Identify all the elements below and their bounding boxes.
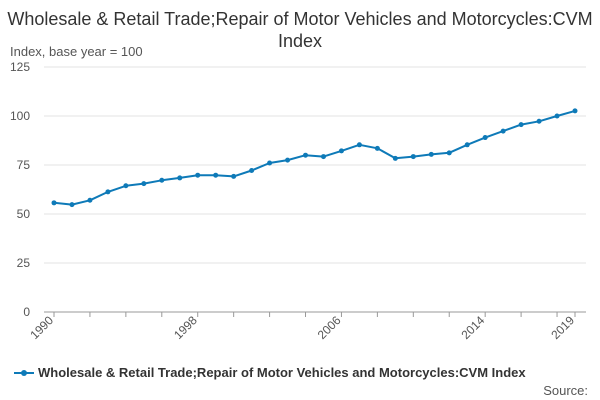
data-point[interactable]	[518, 122, 524, 128]
data-point[interactable]	[410, 154, 416, 160]
data-point[interactable]	[249, 167, 255, 173]
data-point[interactable]	[213, 172, 219, 178]
y-tick-label: 25	[17, 256, 31, 270]
x-tick-label: 1998	[171, 313, 200, 342]
x-ticks: 1990 1998 2006 2014 2019	[27, 312, 577, 342]
y-tick-labels: 0 25 50 75 100 125	[10, 60, 30, 319]
data-point[interactable]	[428, 151, 434, 157]
series-line	[53, 109, 576, 206]
data-point[interactable]	[392, 155, 398, 161]
data-point[interactable]	[356, 142, 362, 148]
data-point[interactable]	[51, 200, 57, 206]
data-point[interactable]	[69, 202, 75, 208]
chart-title: Wholesale & Retail Trade;Repair of Motor…	[7, 9, 593, 51]
data-point[interactable]	[123, 183, 129, 189]
y-tick-label: 125	[10, 60, 30, 74]
data-point[interactable]	[338, 148, 344, 154]
data-point[interactable]	[500, 128, 506, 134]
data-point[interactable]	[141, 181, 147, 187]
data-point[interactable]	[320, 154, 326, 160]
data-point[interactable]	[177, 175, 183, 181]
y-tick-label: 50	[17, 207, 31, 221]
x-tick-label: 2019	[548, 313, 577, 342]
data-point[interactable]	[105, 189, 111, 195]
source-label: Source:	[543, 383, 588, 398]
data-point[interactable]	[554, 113, 560, 119]
series-layer	[51, 108, 578, 208]
y-tick-label: 0	[23, 305, 30, 319]
y-tick-label: 75	[17, 158, 31, 172]
data-point[interactable]	[482, 135, 488, 141]
data-point[interactable]	[572, 108, 578, 114]
data-point[interactable]	[374, 145, 380, 151]
data-point[interactable]	[195, 172, 201, 178]
x-tick-label: 2014	[459, 313, 488, 342]
data-point[interactable]	[231, 173, 237, 179]
y-tick-label: 100	[10, 109, 30, 123]
data-point[interactable]	[159, 177, 165, 183]
legend-line-marker-icon	[14, 368, 34, 378]
data-point[interactable]	[464, 142, 470, 148]
data-point[interactable]	[536, 118, 542, 124]
data-point[interactable]	[446, 150, 452, 156]
x-tick-label: 1990	[27, 313, 56, 342]
data-point[interactable]	[285, 157, 291, 163]
legend-label: Wholesale & Retail Trade;Repair of Motor…	[38, 365, 526, 380]
x-tick-label: 2006	[315, 313, 344, 342]
data-point[interactable]	[303, 152, 309, 158]
gridlines	[44, 66, 586, 313]
legend: Wholesale & Retail Trade;Repair of Motor…	[14, 365, 526, 380]
data-point[interactable]	[267, 160, 273, 166]
y-axis-label: Index, base year = 100	[10, 44, 143, 59]
data-point[interactable]	[87, 197, 93, 203]
